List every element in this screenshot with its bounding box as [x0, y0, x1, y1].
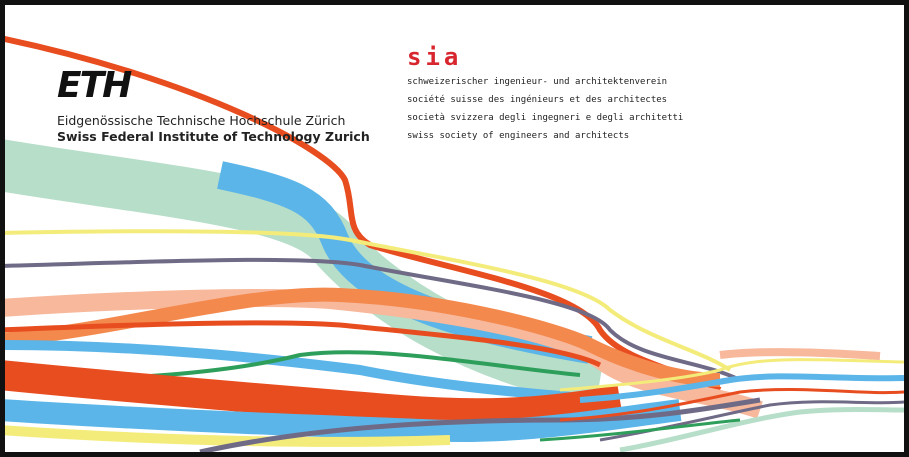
ribbon: [720, 352, 880, 356]
sia-line: swiss society of engineers and architect…: [407, 131, 629, 141]
sia-line: società svizzera degli ingegneri e degli…: [407, 113, 683, 123]
ribbons: [5, 5, 904, 452]
sia-logo: sia: [407, 43, 462, 71]
sia-line: schweizerischer ingenieur- und architekt…: [407, 77, 667, 87]
poster: ETH Eidgenössische Technische Hochschule…: [0, 0, 909, 457]
eth-line: Swiss Federal Institute of Technology Zu…: [57, 129, 370, 144]
sia-line: société suisse des ingénieurs et des arc…: [407, 95, 667, 105]
eth-line: Eidgenössische Technische Hochschule Zür…: [57, 113, 345, 128]
eth-logo: ETH: [57, 65, 130, 106]
